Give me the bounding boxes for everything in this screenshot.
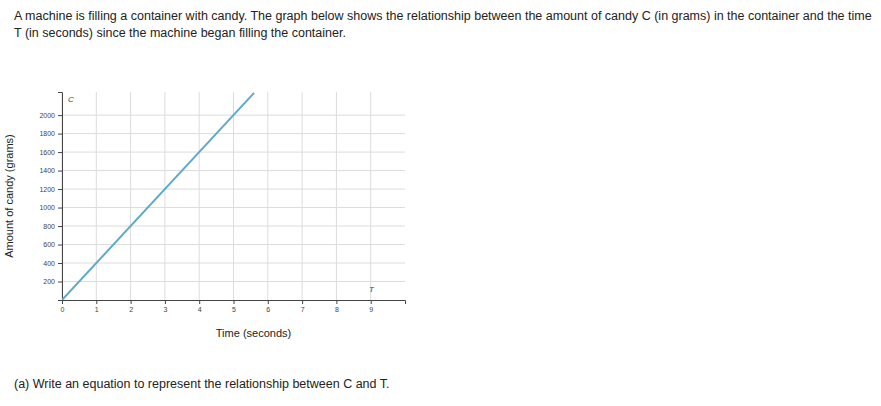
tick-label: 1600: [39, 149, 55, 156]
tick-mark: [58, 226, 62, 227]
tick-mark: [336, 300, 337, 304]
tick-label: 8: [335, 306, 339, 313]
tick-mark: [58, 171, 62, 172]
tick: 1200: [39, 186, 62, 193]
tick-mark: [96, 300, 97, 304]
tick: 1800: [39, 130, 62, 137]
x-symbol: T: [369, 285, 375, 294]
tick: 800: [43, 223, 62, 230]
tick-label: 1200: [39, 186, 55, 193]
tick-mark: [199, 300, 200, 304]
tick: 400: [43, 260, 62, 267]
tick-label: 4: [198, 306, 202, 313]
y-axis-title: Amount of candy (grams): [3, 134, 15, 258]
question-text: (a) Write an equation to represent the r…: [14, 376, 389, 393]
grid-line-y: [62, 170, 405, 171]
tick: 200: [43, 278, 62, 285]
grid-line-x: [199, 92, 200, 300]
tick-label: 600: [43, 241, 55, 248]
tick: 5: [232, 300, 236, 313]
chart: 0 1 2 3 4 5 6 7 8 9 200 400 600 800 1000 1200 1400 1600 18…: [0, 0, 881, 406]
grid-line-x: [336, 92, 337, 300]
tick-mark: [131, 300, 132, 304]
tick-mark: [58, 208, 62, 209]
tick-label: 1000: [39, 204, 55, 211]
grid-line-x: [302, 92, 303, 300]
data-line: [62, 93, 254, 300]
grid-line-y: [62, 263, 405, 264]
tick-mark: [371, 300, 372, 304]
tick-mark: [165, 300, 166, 304]
tick-label: 1: [95, 306, 99, 313]
tick: 1400: [39, 167, 62, 174]
tick: 600: [43, 241, 62, 248]
tick-label: 9: [369, 306, 373, 313]
tick-label: 400: [43, 260, 55, 267]
tick-mark: [268, 300, 269, 304]
tick-label: 1400: [39, 167, 55, 174]
tick-label: 7: [301, 306, 305, 313]
x-axis: 0 1 2 3 4 5 6 7 8 9: [61, 300, 406, 313]
tick-label: 2000: [39, 112, 55, 119]
grid-line-x: [164, 92, 165, 300]
grid-line-y: [62, 226, 405, 227]
tick-label: 6: [266, 306, 270, 313]
tick-mark: [58, 115, 62, 116]
y-axis: 200 400 600 800 1000 1200 1400 1600 1800 2000: [39, 93, 62, 301]
tick: 1: [95, 300, 99, 313]
tick: 7: [301, 300, 305, 313]
tick: 8: [335, 300, 339, 313]
tick-label: 3: [163, 306, 167, 313]
tick-label: 0: [61, 306, 65, 313]
tick-mark: [58, 263, 62, 264]
tick-label: 5: [232, 306, 236, 313]
tick-mark: [58, 152, 62, 153]
tick-mark: [58, 282, 62, 283]
grid-line-y: [62, 281, 405, 282]
tick: 3: [163, 300, 167, 313]
tick: 0: [61, 300, 65, 313]
tick-mark: [58, 134, 62, 135]
grid-line-y: [62, 133, 405, 134]
tick: 4: [198, 300, 202, 313]
tick: 2: [129, 300, 133, 313]
tick: 2000: [39, 112, 62, 119]
grid-line-x: [96, 92, 97, 300]
grid-line-x: [233, 92, 234, 300]
tick-mark: [234, 300, 235, 304]
grid-line-x: [370, 92, 371, 300]
tick: 1000: [39, 204, 62, 211]
grid-line-x: [267, 92, 268, 300]
intro-text: A machine is filling a container with ca…: [14, 8, 874, 42]
tick-label: 2: [129, 306, 133, 313]
x-axis-title: Time (seconds): [216, 327, 291, 339]
tick-label: 200: [43, 278, 55, 285]
tick: 6: [266, 300, 270, 313]
plot-area: [62, 93, 254, 300]
grid-line-y: [62, 152, 405, 153]
tick: 1600: [39, 149, 62, 156]
grid: [62, 92, 405, 300]
axis-line: [63, 301, 406, 305]
tick-label: 1800: [39, 130, 55, 137]
grid-line-x: [130, 92, 131, 300]
tick-mark: [58, 245, 62, 246]
tick: 9: [369, 300, 373, 313]
axis-line: [58, 93, 63, 301]
tick-label: 800: [43, 223, 55, 230]
tick-mark: [58, 189, 62, 190]
grid-line-y: [62, 207, 405, 208]
grid-line-y: [62, 189, 405, 190]
y-symbol: C: [68, 95, 74, 104]
tick-mark: [302, 300, 303, 304]
